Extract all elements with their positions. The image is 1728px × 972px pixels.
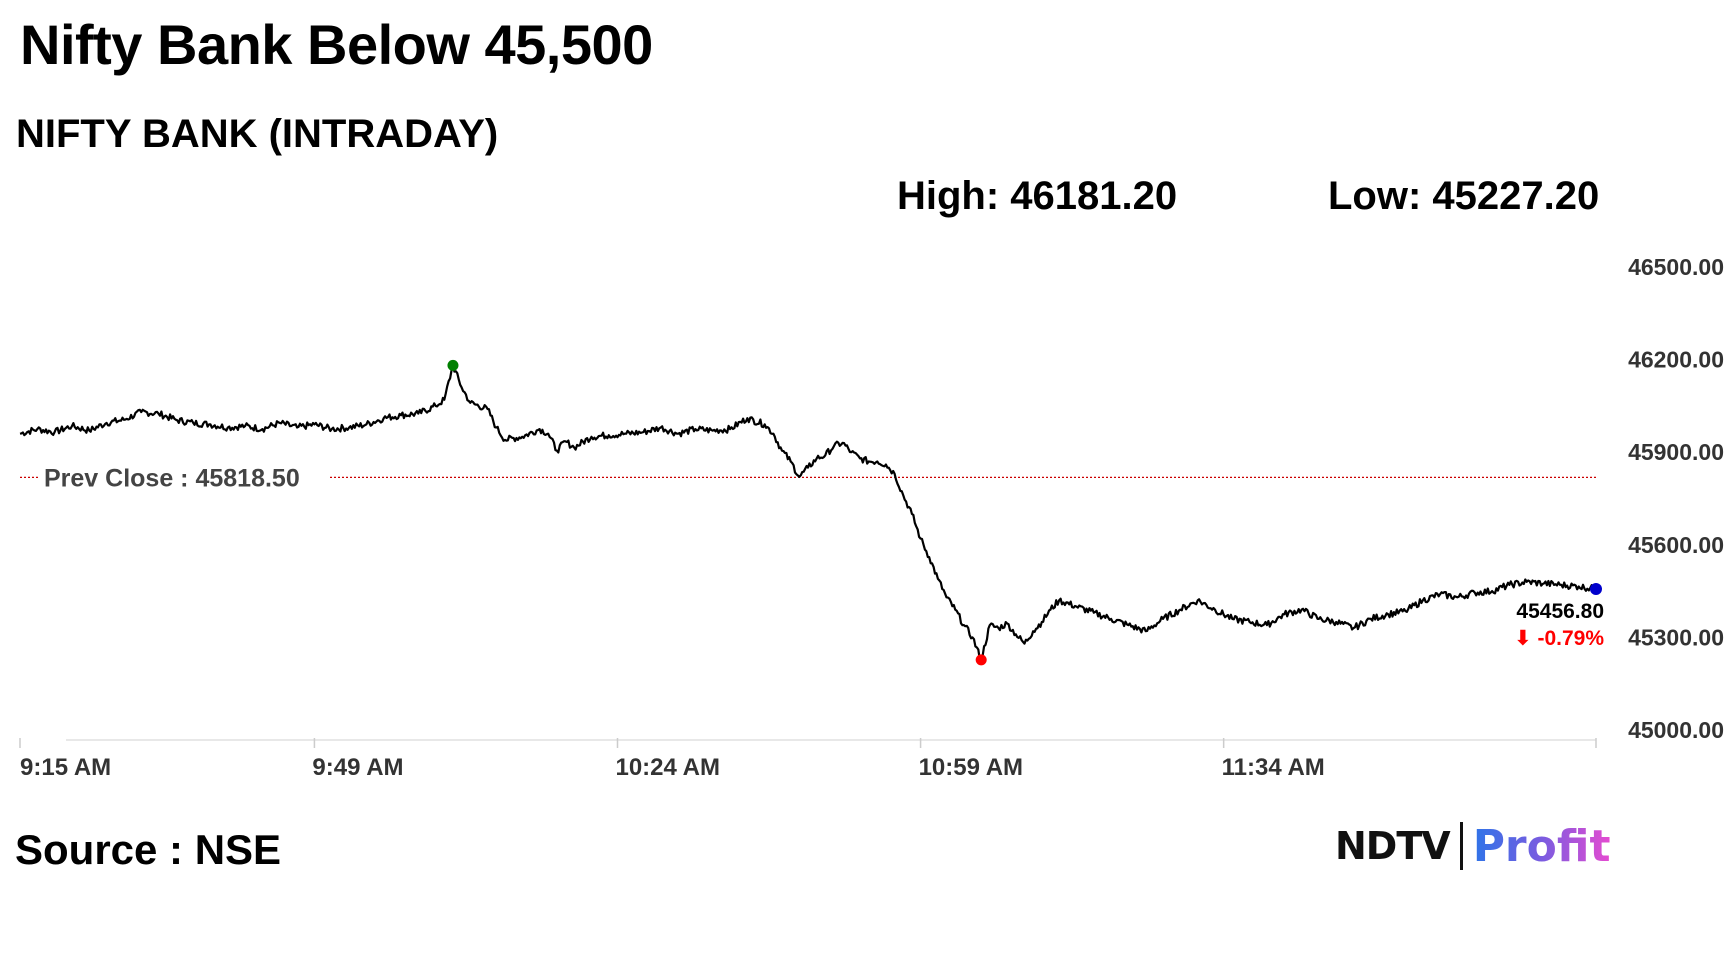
low-marker (975, 654, 987, 666)
y-tick-label: 45600.00 (1628, 532, 1724, 558)
chart-subtitle: NIFTY BANK (INTRADAY) (16, 112, 499, 156)
brand-divider (1459, 822, 1463, 870)
prev-close-label: Prev Close : 45818.50 (44, 464, 300, 492)
change-label: ⬇ -0.79% (1514, 627, 1604, 650)
y-tick-label: 45900.00 (1628, 439, 1724, 465)
brand-ndtv: NDTV (1335, 824, 1451, 868)
headline: Nifty Bank Below 45,500 (20, 13, 653, 76)
x-tick-label: 9:15 AM (20, 754, 111, 781)
last-marker (1590, 583, 1602, 596)
y-tick-label: 45000.00 (1628, 717, 1724, 743)
y-tick-label: 46500.00 (1628, 254, 1724, 280)
high-marker (447, 359, 459, 371)
price-line (19, 364, 1597, 662)
day-low: Low: 45227.20 (1328, 174, 1600, 218)
y-tick-label: 46200.00 (1628, 347, 1724, 373)
day-high: High: 46181.20 (897, 174, 1178, 218)
brand-profit: Profit (1472, 820, 1611, 872)
markers-layer: 45456.80 ⬇ -0.79% (447, 359, 1604, 666)
x-tick-label: 11:34 AM (1222, 754, 1325, 781)
axes-layer: 9:15 AM 9:49 AM 10:24 AM 10:59 AM 11:34 AM 46… (19, 254, 1724, 781)
x-tick-label: 10:24 AM (615, 754, 719, 781)
brand-logo: NDTV Profit (1335, 818, 1611, 874)
source-note: Source : NSE (15, 826, 282, 873)
x-tick-label: 9:49 AM (312, 754, 403, 781)
x-tick-label: 10:59 AM (919, 754, 1023, 781)
y-tick-label: 45300.00 (1628, 624, 1724, 650)
series-layer (19, 364, 1597, 662)
last-price-label: 45456.80 (1516, 600, 1604, 623)
